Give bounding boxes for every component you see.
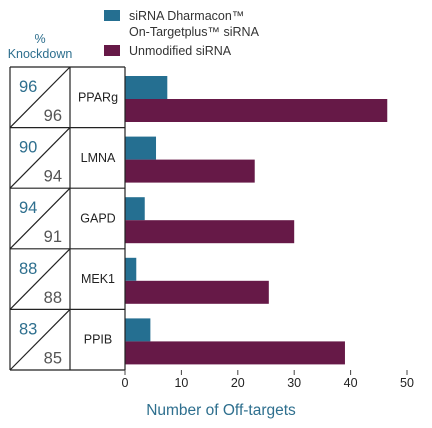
bar-unmodified — [125, 220, 295, 244]
knockdown-header-percent: % — [34, 32, 45, 46]
x-tick-label: 10 — [174, 376, 188, 390]
knockdown-header-label: Knockdown — [8, 47, 73, 61]
category-label: LMNA — [81, 151, 116, 165]
knockdown-table — [9, 66, 125, 371]
x-tick-label: 40 — [344, 376, 358, 390]
legend-swatch-unmodified — [104, 45, 120, 56]
knockdown-diagonal — [9, 66, 71, 129]
x-axis-label: Number of Off-targets — [146, 402, 296, 419]
x-tick-label: 50 — [400, 376, 414, 390]
bar-unmodified — [125, 159, 255, 183]
category-label: GAPD — [80, 212, 115, 226]
knockdown-on-target-value: 88 — [19, 260, 37, 278]
legend: siRNA Dharmacon™ On-Targetplus™ siRNA Un… — [104, 9, 260, 58]
legend-label-on-target-line2: On-Targetplus™ siRNA — [129, 25, 260, 39]
legend-swatch-on-target — [104, 10, 120, 21]
knockdown-diagonal — [9, 308, 71, 371]
bars — [125, 76, 388, 365]
x-tick-label: 30 — [287, 376, 301, 390]
knockdown-unmodified-value: 94 — [44, 168, 62, 186]
knockdown-diagonal — [9, 127, 71, 189]
x-tick-label: 20 — [231, 376, 245, 390]
knockdown-unmodified-value: 85 — [44, 349, 62, 367]
bar-on-target — [125, 257, 137, 281]
knockdown-unmodified-value: 96 — [44, 107, 62, 125]
knockdown-on-target-value: 83 — [19, 320, 37, 338]
bar-unmodified — [125, 341, 345, 365]
knockdown-diagonal — [9, 187, 71, 250]
bar-unmodified — [125, 99, 388, 122]
knockdown-unmodified-value: 88 — [44, 289, 62, 307]
knockdown-unmodified-value: 91 — [44, 228, 62, 246]
category-label: PPARg — [78, 90, 118, 104]
knockdown-on-target-value: 96 — [19, 78, 37, 96]
knockdown-on-target-value: 90 — [19, 139, 37, 157]
x-axis-ticks: 0 10 20 30 40 50 — [122, 370, 414, 390]
category-label: PPIB — [84, 333, 113, 347]
bar-on-target — [125, 76, 168, 99]
x-tick-label: 0 — [122, 376, 129, 390]
knockdown-on-target-value: 94 — [19, 199, 37, 217]
legend-label-on-target-line1: siRNA Dharmacon™ — [129, 9, 244, 23]
legend-label-unmodified: Unmodified siRNA — [129, 44, 232, 58]
bar-unmodified — [125, 280, 269, 304]
category-label: MEK1 — [81, 272, 115, 286]
bar-on-target — [125, 197, 145, 221]
bar-on-target — [125, 136, 157, 160]
rows: 96 96 PPARg 90 94 LMNA 94 91 GAPD 88 88 MEK1 83 85 PPI… — [9, 66, 125, 371]
bar-on-target — [125, 318, 151, 342]
knockdown-diagonal — [9, 248, 71, 310]
